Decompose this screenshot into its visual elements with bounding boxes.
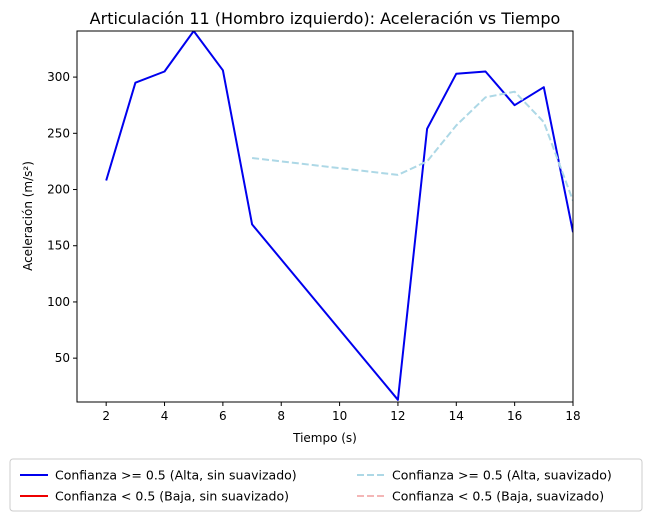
x-tick-label: 18 [565,409,580,423]
y-tick-label: 300 [47,70,70,84]
x-tick-label: 16 [507,409,522,423]
plot-frame [76,30,574,403]
x-tick-label: 4 [161,409,169,423]
y-axis-label: Aceleración (m/s²) [21,161,35,271]
chart-title: Articulación 11 (Hombro izquierdo): Acel… [90,9,561,28]
legend-label-0: Confianza >= 0.5 (Alta, sin suavizado) [55,468,297,483]
x-axis: 2 4 6 8 10 12 14 16 18 [102,402,581,423]
legend-label-3: Confianza < 0.5 (Baja, suavizado) [392,489,604,504]
x-tick-label: 12 [390,409,405,423]
y-tick-label: 100 [47,295,70,309]
legend-label-2: Confianza >= 0.5 (Alta, suavizado) [392,468,612,483]
x-tick-label: 6 [219,409,227,423]
legend-box [9,458,643,512]
legend-label-1: Confianza < 0.5 (Baja, sin suavizado) [55,489,289,504]
x-tick-label: 14 [449,409,464,423]
y-tick-label: 50 [55,351,70,365]
series-line-0 [105,31,573,401]
x-tick-label: 8 [277,409,285,423]
x-tick-label: 10 [332,409,347,423]
series-line-2 [251,90,573,202]
legend: Confianza >= 0.5 (Alta, sin suavizado) Co… [9,458,643,512]
y-axis: 50 100 150 200 250 300 [47,70,77,365]
y-tick-label: 250 [47,126,70,140]
x-axis-label: Tiempo (s) [292,431,357,445]
y-tick-label: 150 [47,239,70,253]
y-tick-label: 200 [47,183,70,197]
series-layer [105,31,573,401]
x-tick-label: 2 [102,409,110,423]
